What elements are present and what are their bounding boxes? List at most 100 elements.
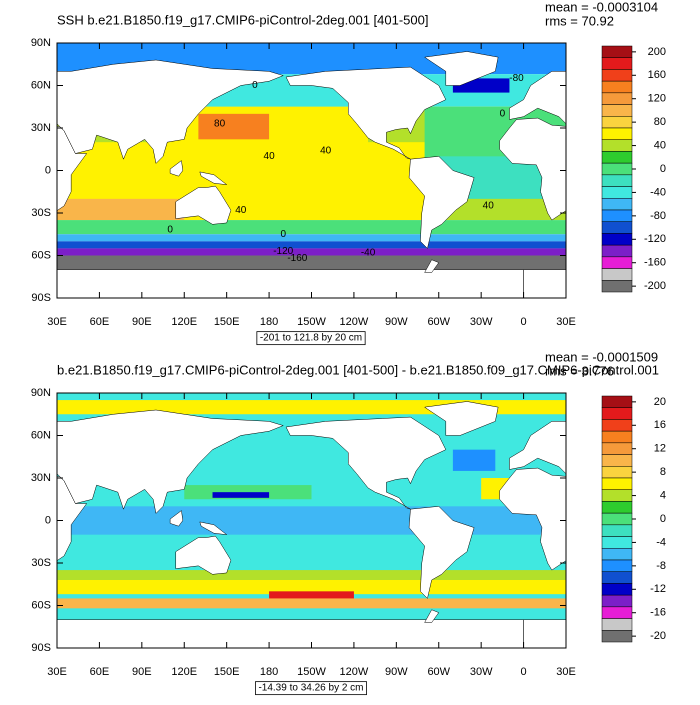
lon-tick-label: 120E <box>171 666 197 678</box>
land <box>523 619 566 648</box>
colorbar-box <box>601 630 633 643</box>
map-area <box>57 43 692 298</box>
contour-label: 0 <box>167 225 173 236</box>
colorbar-box <box>601 419 633 432</box>
colorbar-label: -200 <box>644 280 666 292</box>
ocean-field <box>57 580 566 595</box>
lat-tick-label: 30N <box>31 122 51 134</box>
colorbar-box <box>601 92 633 105</box>
lon-tick-label: 90E <box>132 316 152 328</box>
lon-tick-label: 180 <box>260 666 278 678</box>
colorbar-label: 4 <box>660 489 666 501</box>
contour-label: 40 <box>483 201 495 212</box>
lon-tick-label: 30W <box>470 666 493 678</box>
range-label: -14.39 to 34.26 by 2 cm <box>258 683 363 694</box>
lon-tick-label: 150E <box>214 316 240 328</box>
lon-tick-label: 30E <box>556 666 576 678</box>
contour-label: 0 <box>280 229 286 240</box>
lon-tick-label: 120W <box>340 666 369 678</box>
land <box>509 71 566 125</box>
colorbar-box <box>601 395 633 408</box>
lon-tick-label: 0 <box>521 316 527 328</box>
range-box <box>255 681 367 696</box>
land <box>499 117 566 221</box>
map-title: b.e21.B1850.f19_g17.CMIP6-piControl-2deg… <box>57 362 659 377</box>
contour-label: 80 <box>214 118 226 129</box>
colorbar-box <box>601 186 633 199</box>
colorbar-box <box>601 174 633 187</box>
colorbar-box <box>601 548 633 561</box>
colorbar-label: 40 <box>654 139 666 151</box>
colorbar-box <box>601 244 633 258</box>
contour-label: 40 <box>235 205 247 216</box>
land <box>169 160 184 177</box>
colorbar-box <box>601 256 633 269</box>
lon-tick-label: 180 <box>260 316 278 328</box>
lat-tick-label: 60N <box>31 429 51 441</box>
colorbar-box <box>601 454 633 467</box>
colorbar-box <box>601 233 633 246</box>
contour-label: 0 <box>252 80 258 91</box>
lat-tick-label: 60S <box>31 249 51 261</box>
land <box>57 409 284 514</box>
colorbar-box <box>601 477 633 490</box>
lon-tick-label: 120E <box>171 316 197 328</box>
ocean-field <box>57 255 566 270</box>
colorbar-box <box>601 512 633 526</box>
colorbar-label: -120 <box>644 233 666 245</box>
colorbar-box <box>601 116 633 129</box>
colorbar-box <box>601 524 633 537</box>
land <box>679 161 692 177</box>
colorbar-box <box>601 80 633 94</box>
land <box>285 416 447 510</box>
colorbar-label: -40 <box>650 186 666 198</box>
ocean-field <box>57 248 566 256</box>
lat-tick-label: 30S <box>31 207 51 219</box>
land <box>175 185 232 225</box>
contour-label: -160 <box>287 253 307 264</box>
rms-text: rms = 3.776 <box>545 363 614 378</box>
land <box>408 506 475 599</box>
colorbar-label: -12 <box>650 583 666 595</box>
map-panel: 90N 60N 30N 0 30S 60S 90S 30E 60E 90E 120E 150E 180 1… <box>31 349 666 696</box>
lon-tick-label: 150W <box>297 666 326 678</box>
ocean-field <box>198 113 270 140</box>
ocean-field <box>57 220 566 235</box>
lon-tick-label: 30W <box>470 316 493 328</box>
lon-tick-label: 30E <box>556 316 576 328</box>
colorbar-box <box>601 151 633 164</box>
colorbar-box <box>601 407 633 420</box>
colorbar-box <box>601 280 633 293</box>
lon-tick-label: 30E <box>47 666 67 678</box>
contour-label: -40 <box>361 247 376 258</box>
range-box <box>256 331 366 346</box>
land <box>423 51 499 86</box>
colorbar-label: 20 <box>654 396 666 408</box>
lat-tick-label: 30S <box>31 557 51 569</box>
colorbar-box <box>601 489 633 502</box>
lat-tick-label: 60N <box>31 79 51 91</box>
land <box>175 535 232 575</box>
lat-tick-label: 90S <box>31 292 51 304</box>
colorbar-box <box>601 268 633 281</box>
land <box>499 467 566 571</box>
lat-tick-label: 90N <box>31 387 51 399</box>
colorbar-label: 80 <box>654 116 666 128</box>
colorbar-box <box>601 571 633 584</box>
lat-tick-label: 0 <box>45 514 51 526</box>
ocean-field <box>269 591 354 603</box>
lon-tick-label: 60W <box>427 316 450 328</box>
colorbar-box <box>601 57 633 70</box>
land <box>523 269 566 298</box>
colorbar-label: 0 <box>660 513 666 525</box>
lon-tick-label: 90E <box>132 666 152 678</box>
lat-tick-label: 0 <box>45 164 51 176</box>
colorbar-label: -4 <box>656 536 666 548</box>
land <box>57 269 524 298</box>
lon-tick-label: 150E <box>214 666 240 678</box>
contour-label: -80 <box>509 73 524 84</box>
colorbar-box <box>601 45 633 58</box>
land <box>509 421 566 475</box>
